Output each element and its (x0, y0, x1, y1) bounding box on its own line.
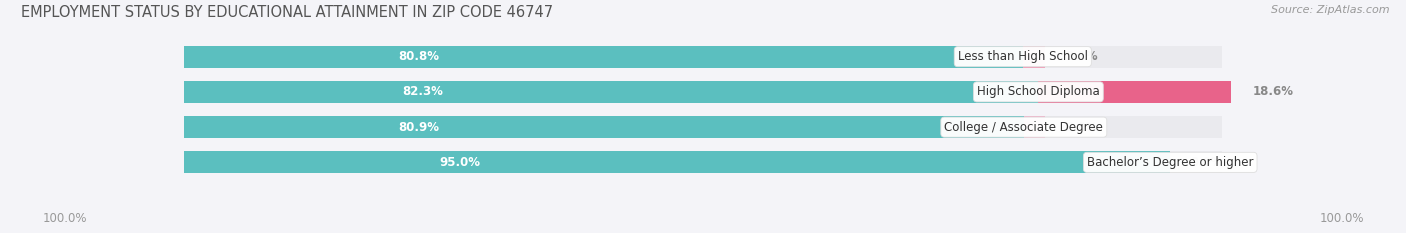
Text: Less than High School: Less than High School (957, 50, 1088, 63)
Text: Bachelor’s Degree or higher: Bachelor’s Degree or higher (1087, 156, 1254, 169)
Text: 100.0%: 100.0% (1319, 212, 1364, 225)
Bar (1024, 116, 1045, 138)
Bar (184, 81, 1039, 103)
Bar (1039, 81, 1232, 103)
Text: College / Associate Degree: College / Associate Degree (945, 121, 1104, 134)
Bar (184, 151, 1222, 173)
Bar (1022, 46, 1045, 68)
Text: 18.6%: 18.6% (1253, 85, 1294, 98)
Bar (184, 81, 1222, 103)
Bar (184, 116, 1024, 138)
Text: 2.0%: 2.0% (1066, 121, 1098, 134)
Text: 80.8%: 80.8% (398, 50, 439, 63)
Text: EMPLOYMENT STATUS BY EDUCATIONAL ATTAINMENT IN ZIP CODE 46747: EMPLOYMENT STATUS BY EDUCATIONAL ATTAINM… (21, 5, 553, 20)
Text: 100.0%: 100.0% (42, 212, 87, 225)
Text: Source: ZipAtlas.com: Source: ZipAtlas.com (1271, 5, 1389, 15)
Text: 95.0%: 95.0% (440, 156, 481, 169)
Bar (184, 116, 1222, 138)
Text: 0.0%: 0.0% (1191, 156, 1223, 169)
Bar (184, 151, 1170, 173)
Text: High School Diploma: High School Diploma (977, 85, 1099, 98)
Text: 80.9%: 80.9% (398, 121, 440, 134)
Text: 82.3%: 82.3% (402, 85, 443, 98)
Bar (184, 46, 1222, 68)
Bar (184, 46, 1022, 68)
Text: 2.1%: 2.1% (1066, 50, 1098, 63)
